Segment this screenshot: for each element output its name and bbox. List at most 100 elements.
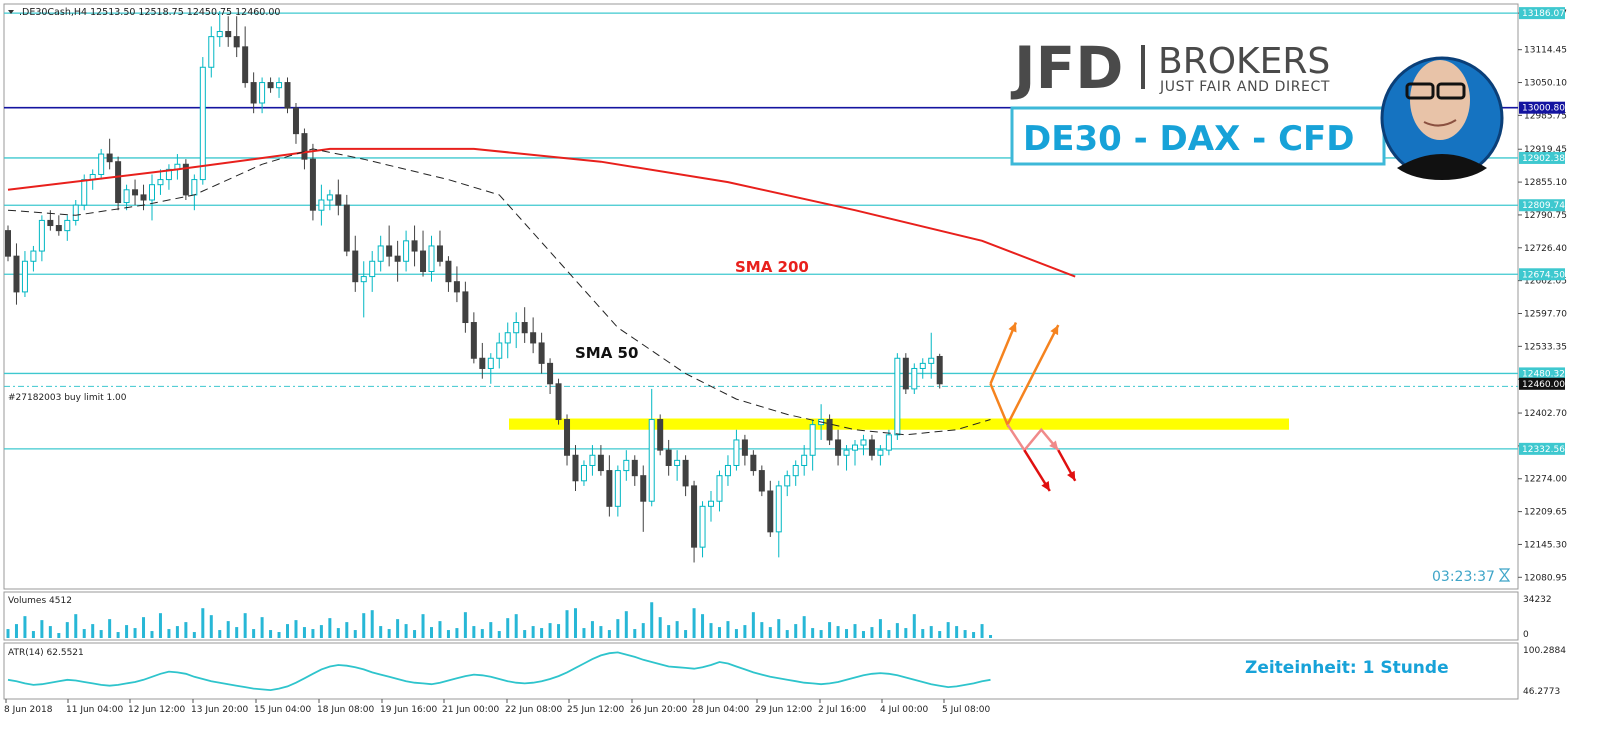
volume-bar (633, 629, 637, 638)
price-tick-label: 13050.10 (1524, 79, 1567, 89)
volume-bar (734, 629, 738, 638)
volume-bar (175, 626, 179, 638)
candle-body (614, 470, 621, 507)
level-price-tag-label: 13186.07 (1522, 9, 1565, 19)
atr-panel-label: ATR(14) 62.5521 (8, 648, 84, 658)
time-tick-label: 19 Jun 16:00 (380, 705, 437, 715)
candle-body (623, 459, 630, 472)
volume-bar (650, 602, 654, 638)
volume-bar (91, 624, 95, 638)
candle-body (530, 332, 537, 344)
candle-body (665, 449, 672, 466)
candle-body (843, 449, 850, 456)
candle-body (564, 419, 571, 456)
volume-bar (438, 621, 442, 638)
candle-body (792, 464, 799, 477)
volume-bar (904, 628, 908, 638)
scenario-arrowhead-red (1067, 470, 1076, 481)
volume-bar (150, 631, 154, 638)
logo-tagline: JUST FAIR AND DIRECT (1159, 79, 1330, 95)
volume-bar (624, 611, 628, 638)
volume-bar (311, 629, 315, 638)
volume-bar (48, 626, 52, 638)
candle-body (276, 82, 283, 89)
volume-bar (158, 613, 162, 638)
candle-body (259, 82, 266, 104)
candle-body (708, 500, 715, 507)
candles (5, 11, 943, 563)
atr-series-line (7, 651, 991, 692)
volume-bar (463, 612, 467, 638)
volume-bar (565, 610, 569, 638)
volume-bar (82, 629, 86, 638)
price-tick-label: 12597.70 (1524, 309, 1567, 319)
volume-bar (472, 626, 476, 638)
volume-bar (209, 615, 213, 638)
candle-body (496, 342, 503, 359)
volume-bar (887, 630, 891, 638)
level-price-tag-label: 12809.74 (1522, 201, 1565, 211)
volume-bar (658, 617, 662, 638)
candle-body (208, 36, 215, 68)
volume-bar (684, 630, 688, 638)
candle-body (555, 383, 562, 421)
time-tick-label: 15 Jun 04:00 (254, 705, 311, 715)
volume-bar (345, 622, 349, 638)
candle-body (674, 459, 681, 466)
moving-averages (7, 147, 1076, 436)
symbol-dropdown-icon[interactable] (8, 10, 14, 14)
candle-body (292, 107, 299, 135)
candle-body (462, 291, 469, 324)
time-tick-label: 26 Jun 20:00 (630, 705, 687, 715)
volume-bar (421, 614, 425, 638)
volume-bar (218, 630, 222, 638)
volume-bar (294, 620, 298, 638)
volume-bar (811, 628, 815, 638)
candle-body (572, 454, 579, 482)
candle-body (860, 439, 867, 446)
price-tick-label: 12402.70 (1524, 409, 1567, 419)
time-tick-label: 4 Jul 00:00 (880, 705, 929, 715)
candle-body (326, 194, 333, 201)
price-tick-label: 12790.75 (1524, 211, 1567, 221)
volume-bar (328, 618, 332, 638)
volume-bar (870, 627, 874, 638)
atr-panel-border (3, 642, 1519, 700)
volume-bar (616, 619, 620, 638)
candle-body (547, 362, 554, 385)
time-tick-label: 12 Jun 12:00 (128, 705, 185, 715)
volume-bar (531, 626, 535, 638)
time-tick-label: 29 Jun 12:00 (755, 705, 812, 715)
volume-tick-max: 34232 (1523, 595, 1552, 605)
volume-bar (506, 618, 510, 638)
candle-body (877, 449, 884, 456)
volume-bar (921, 629, 925, 638)
candle-body (123, 189, 130, 204)
candle-body (199, 66, 206, 181)
volume-bar (963, 630, 967, 638)
volume-bar (938, 631, 942, 638)
volume-bar (167, 629, 171, 638)
volume-bar (277, 632, 281, 638)
volume-bar (743, 625, 747, 638)
candle-body (394, 255, 401, 262)
price-tick-label: 12274.00 (1524, 475, 1567, 485)
volume-bar (861, 631, 865, 638)
candle-body (750, 454, 757, 472)
candle-body (55, 225, 62, 232)
candle-body (250, 82, 257, 104)
candle-body (801, 454, 808, 466)
price-tick-label: 12726.40 (1524, 244, 1567, 254)
candle-body (682, 459, 689, 487)
volume-bar (269, 630, 273, 638)
candle-body (733, 439, 740, 466)
candle-body (301, 133, 308, 160)
level-price-tag-label: 12332.56 (1522, 445, 1565, 455)
volume-bar (201, 608, 205, 638)
candle-body (835, 439, 842, 456)
scenario-arrowhead-orange (1050, 325, 1059, 336)
price-tick-label: 12662.05 (1524, 277, 1567, 287)
candle-body (902, 357, 909, 390)
time-axis: 8 Jun 2018 11 Jun 04:00 12 Jun 12:00 13 Jun… (4, 699, 991, 715)
